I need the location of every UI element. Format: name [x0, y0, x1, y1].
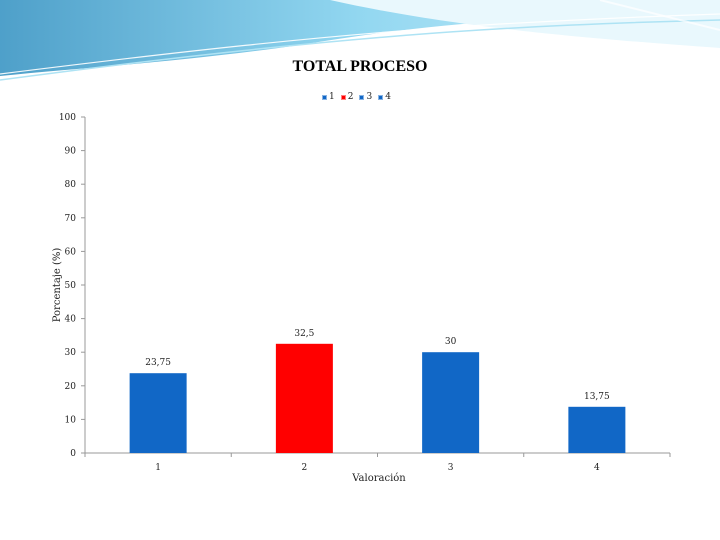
legend-entry: 3 — [359, 92, 372, 102]
y-tick-label: 40 — [65, 315, 77, 325]
y-tick-label: 80 — [65, 180, 77, 190]
chart-bars — [129, 343, 626, 453]
y-tick-label: 0 — [70, 449, 76, 459]
legend-label: 2 — [347, 92, 354, 102]
bar-4 — [568, 406, 626, 453]
y-tick-label: 100 — [59, 113, 76, 123]
x-tick-label-1: 1 — [155, 463, 161, 473]
legend-label: 1 — [329, 92, 335, 102]
x-axis-title: Valoración — [351, 473, 406, 484]
x-tick-label-3: 3 — [448, 463, 454, 473]
x-tick-label-4: 4 — [594, 463, 600, 473]
legend-label: 3 — [366, 92, 373, 102]
data-label-1: 23,75 — [145, 358, 171, 368]
data-label-2: 32,5 — [294, 329, 314, 339]
legend-entry: 2 — [340, 92, 354, 102]
legend-label: 4 — [385, 92, 391, 102]
header-wave-decoration — [0, 0, 720, 81]
chart-legend: 1 2 3 4 — [322, 92, 391, 102]
y-tick-label: 50 — [65, 281, 77, 291]
chart-title: TOTAL PROCESO — [292, 58, 428, 75]
y-tick-label: 60 — [65, 247, 77, 257]
legend-swatch — [359, 94, 365, 100]
legend-swatch — [340, 94, 346, 100]
legend-entry: 4 — [378, 92, 391, 102]
y-tick-label: 30 — [65, 348, 77, 358]
legend-swatch — [322, 94, 327, 100]
data-label-3: 30 — [445, 337, 457, 347]
x-tick-label-2: 2 — [302, 463, 308, 473]
y-tick-label: 20 — [65, 382, 77, 392]
bar-2 — [275, 343, 333, 453]
y-axis-title: Porcentaje (%) — [52, 248, 63, 323]
bar-1 — [129, 373, 187, 453]
bar-3 — [422, 352, 480, 453]
chart-labels: 0 10 20 30 40 50 60 70 80 90 100 23,75 1 32,5 2 30 3 13,7… — [59, 113, 610, 473]
y-tick-label: 90 — [65, 147, 77, 157]
data-label-4: 13,75 — [584, 392, 610, 402]
legend-swatch — [378, 94, 384, 100]
y-tick-label: 10 — [65, 415, 77, 425]
y-tick-label: 70 — [65, 214, 77, 224]
legend-entry: 1 — [322, 92, 335, 102]
